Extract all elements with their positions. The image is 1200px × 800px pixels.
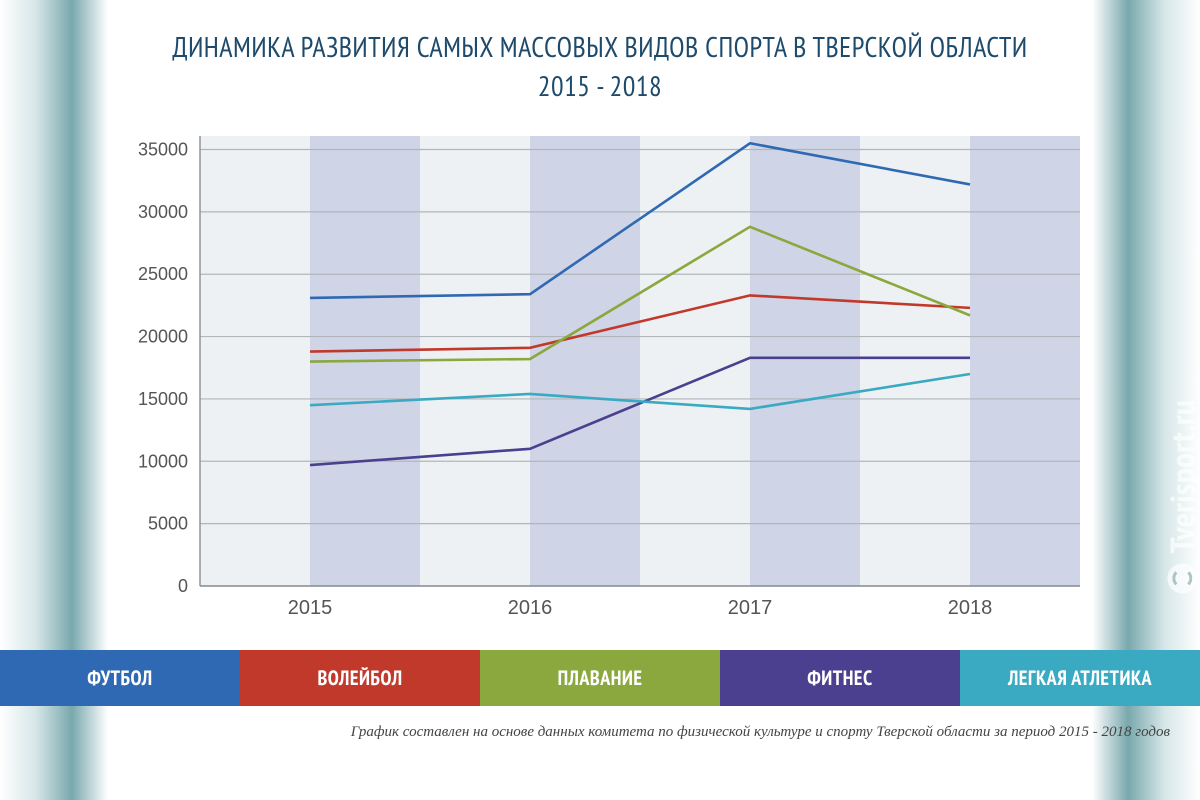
legend-label: ВОЛЕЙБОЛ xyxy=(317,665,402,691)
plot-band xyxy=(530,136,640,586)
content-root: ДИНАМИКА РАЗВИТИЯ САМЫХ МАССОВЫХ ВИДОВ С… xyxy=(0,0,1200,800)
legend-label: ЛЕГКАЯ АТЛЕТИКА xyxy=(1008,665,1152,691)
legend-item: ВОЛЕЙБОЛ xyxy=(240,650,480,706)
y-tick-label: 35000 xyxy=(138,140,188,160)
legend-label: ФУТБОЛ xyxy=(87,665,152,691)
y-tick-label: 25000 xyxy=(138,264,188,284)
x-tick-label: 2016 xyxy=(508,597,553,619)
legend-label: ФИТНЕС xyxy=(807,665,872,691)
legend-label: ПЛАВАНИЕ xyxy=(558,665,643,691)
plot-band xyxy=(970,136,1080,586)
legend-row: ФУТБОЛ ВОЛЕЙБОЛ ПЛАВАНИЕ ФИТНЕС ЛЕГКАЯ АТЛЕТ… xyxy=(0,650,1200,706)
y-tick-label: 0 xyxy=(178,576,188,596)
y-tick-label: 5000 xyxy=(148,514,188,534)
globe-icon xyxy=(1167,563,1197,593)
x-tick-label: 2018 xyxy=(948,597,993,619)
y-tick-label: 20000 xyxy=(138,327,188,347)
x-tick-label: 2015 xyxy=(288,597,333,619)
title-line-1: ДИНАМИКА РАЗВИТИЯ САМЫХ МАССОВЫХ ВИДОВ С… xyxy=(0,28,1200,65)
x-tick-label: 2017 xyxy=(728,597,773,619)
title-line-2: 2015 - 2018 xyxy=(0,67,1200,104)
y-tick-label: 15000 xyxy=(138,389,188,409)
y-tick-label: 30000 xyxy=(138,202,188,222)
legend-item: ФИТНЕС xyxy=(720,650,960,706)
footer-note: График составлен на основе данных комите… xyxy=(0,724,1170,741)
line-chart-svg: 0 5000 10000 15000 20000 25000 30000 35000 2015 2… xyxy=(110,126,1090,626)
legend-item: ЛЕГКАЯ АТЛЕТИКА xyxy=(960,650,1200,706)
watermark: Tverisport.ru xyxy=(1160,400,1200,593)
legend-item: ПЛАВАНИЕ xyxy=(480,650,720,706)
plot-band xyxy=(750,136,860,586)
y-tick-label: 10000 xyxy=(138,451,188,471)
chart-title: ДИНАМИКА РАЗВИТИЯ САМЫХ МАССОВЫХ ВИДОВ С… xyxy=(0,0,1200,104)
watermark-text: Tverisport.ru xyxy=(1160,400,1200,553)
legend-item: ФУТБОЛ xyxy=(0,650,240,706)
chart-area: 0 5000 10000 15000 20000 25000 30000 35000 2015 2… xyxy=(110,126,1090,626)
